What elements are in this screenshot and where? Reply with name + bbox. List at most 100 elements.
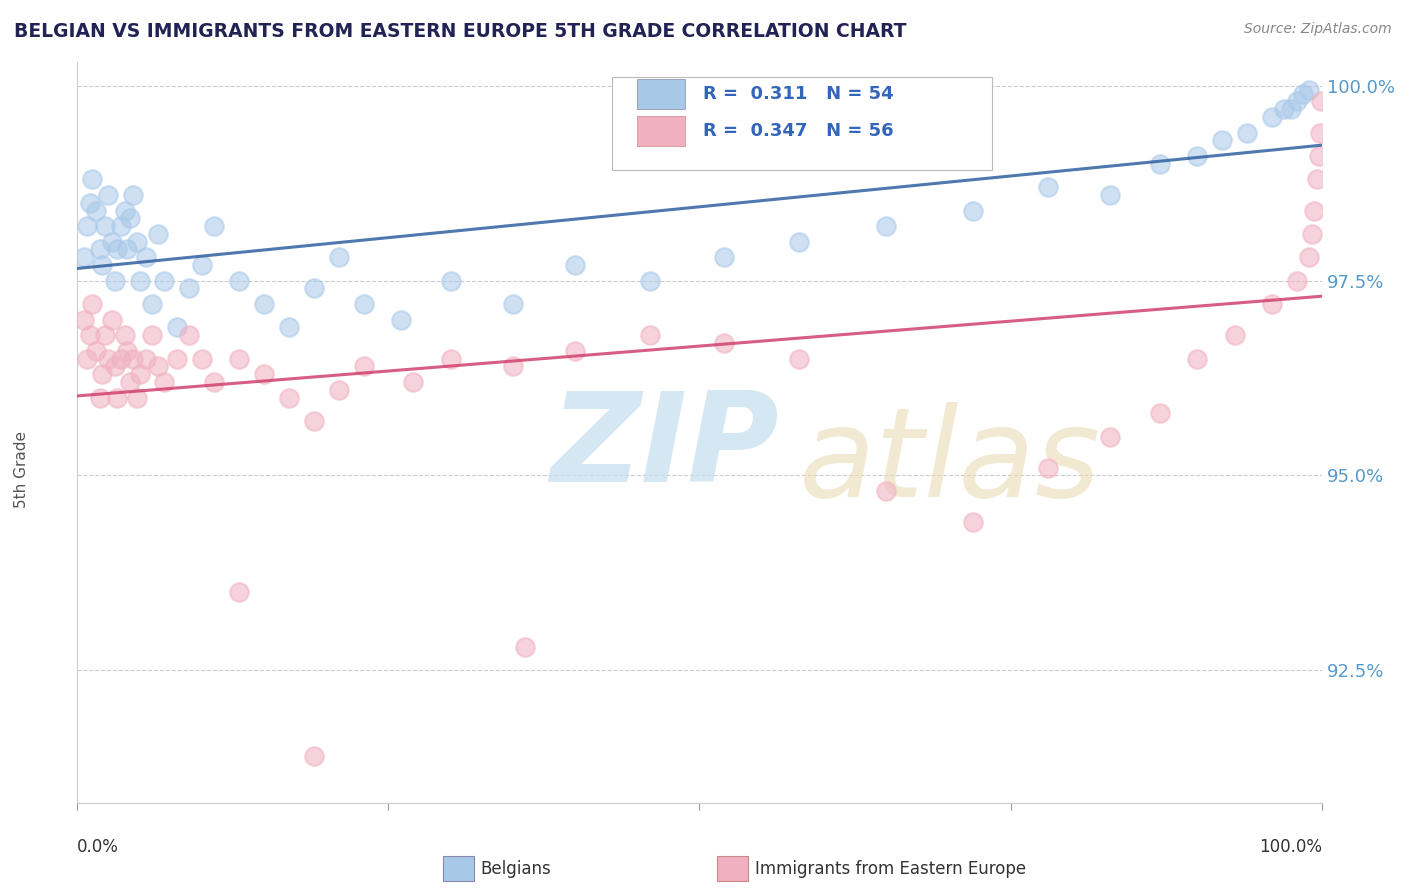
Point: [1036, 460, 1059, 475]
Point: [122, 351, 145, 366]
Point: [713, 250, 735, 264]
Point: [1298, 83, 1320, 97]
Point: [148, 227, 170, 241]
Point: [1236, 126, 1258, 140]
Point: [179, 328, 201, 343]
Point: [353, 359, 375, 374]
Point: [1292, 87, 1315, 101]
Point: [564, 343, 586, 358]
Point: [84, 343, 107, 358]
Bar: [637, 79, 685, 109]
Text: ZIP: ZIP: [550, 387, 779, 508]
Point: [110, 219, 132, 233]
Point: [128, 274, 150, 288]
Point: [114, 328, 136, 343]
Text: Source: ZipAtlas.com: Source: ZipAtlas.com: [1244, 22, 1392, 37]
Text: R =  0.347   N = 56: R = 0.347 N = 56: [703, 122, 894, 140]
Point: [110, 351, 132, 366]
Point: [202, 219, 225, 233]
Point: [105, 391, 128, 405]
Point: [72, 312, 94, 326]
Point: [1149, 406, 1171, 420]
Text: Belgians: Belgians: [481, 860, 551, 878]
Point: [105, 243, 128, 257]
Text: 0.0%: 0.0%: [77, 838, 120, 855]
Point: [1285, 274, 1308, 288]
Point: [191, 351, 214, 366]
Point: [564, 258, 586, 272]
Text: atlas: atlas: [799, 401, 1101, 523]
Point: [148, 359, 170, 374]
Point: [515, 640, 537, 654]
Point: [191, 258, 214, 272]
Point: [166, 320, 188, 334]
Point: [638, 274, 661, 288]
Point: [202, 375, 225, 389]
Point: [118, 211, 141, 226]
Point: [875, 219, 897, 233]
Point: [101, 235, 124, 249]
Point: [104, 359, 127, 374]
Point: [253, 367, 276, 381]
Text: 100.0%: 100.0%: [1258, 838, 1322, 855]
Point: [104, 274, 127, 288]
Point: [787, 351, 810, 366]
Point: [135, 250, 157, 264]
Point: [302, 281, 325, 295]
Point: [72, 250, 94, 264]
Point: [1149, 157, 1171, 171]
Point: [1099, 188, 1122, 202]
Point: [89, 243, 111, 257]
Point: [114, 203, 136, 218]
Point: [402, 375, 425, 389]
Text: R =  0.311   N = 54: R = 0.311 N = 54: [703, 86, 894, 103]
Point: [91, 367, 114, 381]
Point: [79, 328, 101, 343]
Point: [76, 351, 98, 366]
Text: 5th Grade: 5th Grade: [14, 431, 30, 508]
Point: [353, 297, 375, 311]
Point: [1303, 203, 1326, 218]
Point: [153, 274, 176, 288]
Point: [328, 383, 350, 397]
Point: [713, 336, 735, 351]
Point: [122, 188, 145, 202]
Point: [125, 235, 148, 249]
Point: [638, 328, 661, 343]
Point: [84, 203, 107, 218]
Point: [302, 749, 325, 764]
Point: [179, 281, 201, 295]
Point: [166, 351, 188, 366]
Point: [1305, 172, 1327, 186]
Point: [1279, 102, 1302, 116]
Point: [787, 235, 810, 249]
Point: [153, 375, 176, 389]
Point: [79, 195, 101, 210]
Point: [277, 391, 299, 405]
Point: [440, 274, 463, 288]
FancyBboxPatch shape: [613, 78, 991, 169]
Point: [1272, 102, 1295, 116]
Point: [502, 359, 524, 374]
Point: [125, 391, 148, 405]
Point: [82, 172, 104, 186]
Point: [115, 343, 138, 358]
Point: [502, 297, 524, 311]
Point: [440, 351, 463, 366]
Point: [141, 328, 163, 343]
Point: [1187, 149, 1209, 163]
Point: [302, 414, 325, 428]
Point: [82, 297, 104, 311]
Point: [228, 351, 250, 366]
Point: [1301, 227, 1323, 241]
Point: [1261, 297, 1284, 311]
Point: [1310, 95, 1333, 109]
Point: [228, 585, 250, 599]
Point: [1099, 429, 1122, 443]
Point: [1036, 180, 1059, 194]
Point: [97, 188, 120, 202]
Point: [328, 250, 350, 264]
Point: [97, 351, 120, 366]
Text: BELGIAN VS IMMIGRANTS FROM EASTERN EUROPE 5TH GRADE CORRELATION CHART: BELGIAN VS IMMIGRANTS FROM EASTERN EUROP…: [14, 22, 907, 41]
Point: [253, 297, 276, 311]
